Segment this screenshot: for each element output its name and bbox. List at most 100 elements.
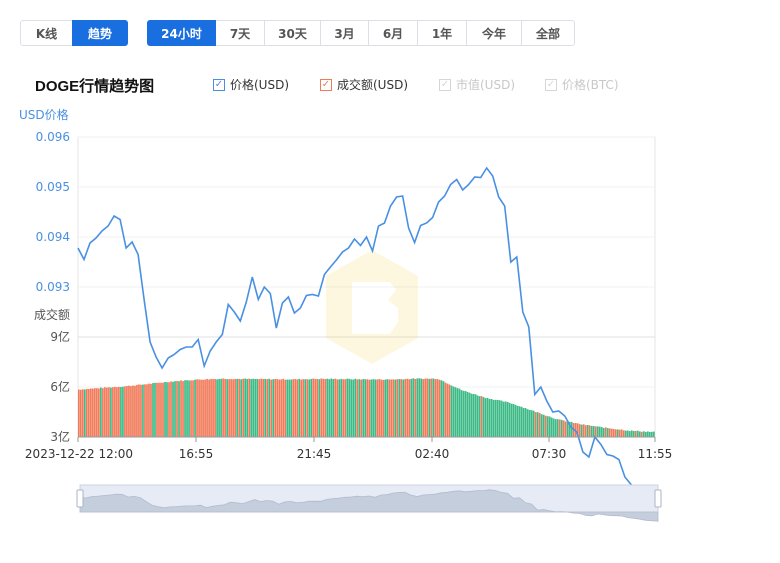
volume-bar (488, 399, 491, 437)
checkbox-icon: ✓ (439, 78, 451, 91)
volume-bar (500, 400, 503, 437)
volume-bar (396, 379, 399, 437)
volume-bar (614, 429, 617, 437)
volume-bar (370, 379, 373, 437)
volume-bar (470, 393, 473, 437)
volume-bar (312, 378, 315, 437)
legend-price-usd[interactable]: ✓ 价格(USD) (213, 76, 289, 93)
volume-bar (78, 389, 80, 437)
volume-bar (584, 425, 587, 437)
volume-bar (460, 390, 463, 437)
volume-bar (482, 397, 485, 437)
volume-bar (540, 414, 543, 437)
volume-bar (270, 379, 273, 437)
volume-bar (126, 386, 128, 437)
range-tab-5[interactable]: 1年 (417, 20, 467, 46)
volume-bar (504, 401, 507, 437)
mode-tab-0[interactable]: K线 (20, 20, 73, 46)
volume-bar (558, 419, 561, 437)
volume-bar (210, 378, 212, 437)
volume-bar (426, 378, 429, 437)
mode-tab-1[interactable]: 趋势 (72, 20, 128, 46)
volume-tick-label: 3亿 (50, 429, 70, 444)
volume-bar (244, 378, 246, 437)
x-tick-label: 2023-12-22 12:00 (25, 447, 133, 461)
volume-bar (184, 380, 186, 437)
volume-bar (418, 378, 421, 437)
volume-bar (206, 378, 208, 437)
volume-bar (366, 379, 369, 437)
volume-bar (604, 427, 607, 437)
volume-bar (474, 394, 477, 437)
volume-bar (468, 392, 471, 437)
volume-bar (362, 378, 365, 437)
volume-bar (386, 379, 389, 437)
volume-bar (588, 425, 591, 437)
legend-market-cap-usd[interactable]: ✓ 市值(USD) (439, 76, 515, 93)
volume-bar (516, 405, 519, 437)
volume-bar (224, 378, 226, 437)
volume-bar (218, 378, 220, 437)
volume-bar (632, 430, 635, 437)
volume-bar (274, 379, 277, 437)
volume-bar (294, 378, 297, 437)
volume-bar (508, 402, 511, 437)
volume-bar (344, 379, 347, 437)
volume-bar (484, 398, 487, 437)
volume-bar (388, 379, 391, 437)
volume-bar (86, 388, 88, 437)
volume-bar (424, 378, 427, 437)
volume-bar (118, 386, 120, 437)
volume-bar (620, 429, 623, 437)
volume-bar (630, 430, 633, 437)
volume-bar (124, 386, 126, 437)
range-tab-6[interactable]: 今年 (466, 20, 522, 46)
range-tab-group: 24小时 7天 30天 3月 6月 1年 今年 全部 (147, 20, 575, 46)
volume-bar (174, 381, 176, 437)
volume-bar (368, 379, 371, 437)
volume-tick-label: 9亿 (50, 329, 70, 344)
volume-bar (536, 412, 539, 437)
range-tab-2[interactable]: 30天 (264, 20, 321, 46)
volume-bar (110, 387, 112, 437)
volume-bar (140, 384, 142, 437)
volume-bar (194, 379, 196, 437)
legend-price-btc[interactable]: ✓ 价格(BTC) (545, 76, 619, 93)
volume-bar (422, 379, 425, 437)
volume-bar (262, 378, 265, 437)
legend-label: 市值(USD) (456, 78, 516, 92)
volume-bar (150, 383, 152, 437)
price-axis-label: USD价格 (19, 107, 69, 122)
volume-bar (182, 381, 184, 437)
range-tab-7[interactable]: 全部 (521, 20, 575, 46)
volume-bar (130, 386, 132, 437)
watermark-logo (326, 250, 418, 364)
volume-bar (268, 378, 271, 437)
range-tab-4[interactable]: 6月 (368, 20, 418, 46)
volume-bar (316, 378, 319, 437)
volume-bar (472, 393, 475, 437)
volume-bar (328, 379, 331, 437)
volume-bar (292, 379, 295, 437)
volume-bar (524, 408, 527, 437)
volume-bar (372, 379, 375, 437)
volume-bar (144, 384, 146, 437)
volume-bar (264, 378, 267, 437)
volume-bar (106, 387, 108, 437)
volume-bar (214, 378, 216, 437)
volume-bar (512, 403, 515, 437)
navigator-handle-left[interactable] (76, 489, 84, 508)
volume-bar (522, 408, 525, 437)
volume-bar (128, 385, 130, 437)
range-tab-0[interactable]: 24小时 (147, 20, 216, 46)
volume-bar (276, 379, 279, 437)
navigator-handle-right[interactable] (654, 489, 662, 508)
volume-bar (454, 387, 457, 437)
volume-bar (342, 379, 345, 437)
volume-bar (100, 387, 102, 437)
legend-volume-usd[interactable]: ✓ 成交额(USD) (320, 76, 408, 93)
volume-bar (608, 428, 611, 437)
x-tick-label: 16:55 (179, 447, 214, 461)
volume-bar (556, 419, 559, 437)
volume-bar (514, 404, 517, 437)
